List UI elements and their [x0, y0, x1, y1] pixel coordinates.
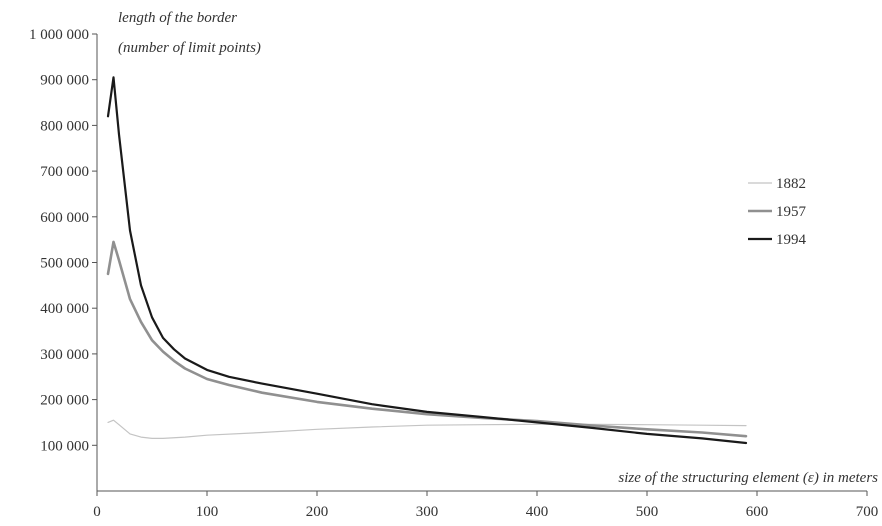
x-tick-label: 0 — [93, 504, 101, 520]
y-tick-label: 900 000 — [40, 73, 89, 89]
x-tick-label: 600 — [746, 504, 769, 520]
x-tick-label: 500 — [636, 504, 659, 520]
series-layer — [106, 76, 748, 445]
y-axis-title-line-1: length of the border — [118, 10, 237, 26]
y-ticks: 100 000 200 000 300 000 400 000 500 000 600 0… — [29, 27, 97, 454]
series-line-1957 — [106, 240, 748, 438]
y-tick-label: 600 000 — [40, 210, 89, 226]
y-tick-label: 1 000 000 — [29, 27, 89, 43]
legend-label-1957: 1957 — [776, 204, 807, 220]
y-tick-label: 700 000 — [40, 164, 89, 180]
x-tick-label: 300 — [416, 504, 439, 520]
y-tick-label: 400 000 — [40, 301, 89, 317]
y-tick-label: 100 000 — [40, 438, 89, 454]
y-tick-label: 300 000 — [40, 347, 89, 363]
axes — [96, 34, 867, 492]
y-tick-label: 200 000 — [40, 393, 89, 409]
x-ticks: 0 100 200 300 400 500 600 700 — [93, 491, 878, 520]
y-axis-title-line-2: (number of limit points) — [118, 40, 261, 56]
x-tick-label: 200 — [306, 504, 329, 520]
series-line-1994 — [106, 76, 748, 445]
x-tick-label: 400 — [526, 504, 549, 520]
x-tick-label: 100 — [196, 504, 219, 520]
x-axis-title: size of the structuring element (ε) in m… — [618, 470, 878, 486]
y-tick-label: 800 000 — [40, 118, 89, 134]
legend-label-1882: 1882 — [776, 176, 806, 192]
y-tick-label: 500 000 — [40, 256, 89, 272]
x-tick-label: 700 — [856, 504, 879, 520]
legend: 1882 1957 1994 — [748, 176, 807, 248]
legend-label-1994: 1994 — [776, 232, 807, 248]
